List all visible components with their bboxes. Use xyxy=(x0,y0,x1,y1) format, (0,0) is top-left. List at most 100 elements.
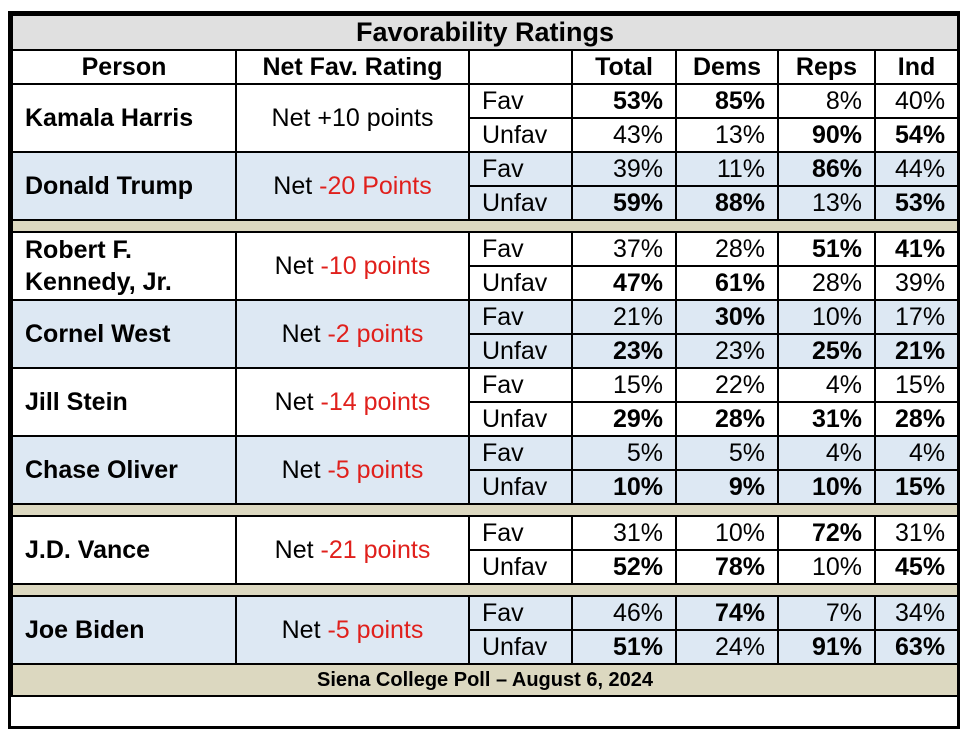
reps-unfav-cell: 13% xyxy=(777,185,876,221)
net-prefix: Net xyxy=(281,455,328,484)
person-unfav-row: Unfav 29% 28% 31% 28% xyxy=(12,401,960,437)
ind-unfav-cell: 54% xyxy=(873,117,960,153)
reps-fav-cell: 8% xyxy=(777,83,876,119)
fav-label: Fav xyxy=(468,83,573,119)
unfav-label: Unfav xyxy=(468,117,573,153)
person-unfav-row: Unfav 52% 78% 10% 45% xyxy=(12,549,960,585)
total-unfav-cell: 52% xyxy=(571,549,677,585)
reps-unfav-cell: 25% xyxy=(777,333,876,369)
dems-fav-cell: 85% xyxy=(675,83,779,119)
dems-fav-cell: 22% xyxy=(675,367,779,403)
fav-label: Fav xyxy=(468,231,573,267)
person-name: Donald Trump xyxy=(11,151,237,221)
reps-unfav-cell: 28% xyxy=(777,265,876,301)
dems-unfav-cell: 88% xyxy=(675,185,779,221)
total-unfav-cell: 51% xyxy=(571,629,677,665)
header-dems: Dems xyxy=(675,49,779,85)
person-unfav-row: Unfav 10% 9% 10% 15% xyxy=(12,469,960,505)
reps-unfav-cell: 90% xyxy=(777,117,876,153)
total-unfav-cell: 47% xyxy=(571,265,677,301)
ind-unfav-cell: 63% xyxy=(873,629,960,665)
unfav-label: Unfav xyxy=(468,549,573,585)
reps-fav-cell: 72% xyxy=(777,515,876,551)
net-fav-rating: Net -5 points xyxy=(235,595,470,665)
total-fav-cell: 5% xyxy=(571,435,677,471)
net-fav-rating: Net -21 points xyxy=(235,515,470,585)
net-prefix: Net xyxy=(274,251,321,280)
total-fav-cell: 39% xyxy=(571,151,677,187)
ind-unfav-cell: 39% xyxy=(873,265,960,301)
ind-unfav-cell: 45% xyxy=(873,549,960,585)
net-value: -10 points xyxy=(320,251,431,280)
header-ind: Ind xyxy=(873,49,960,85)
total-unfav-cell: 10% xyxy=(571,469,677,505)
net-prefix: Net xyxy=(274,387,321,416)
dems-fav-cell: 28% xyxy=(675,231,779,267)
fav-label: Fav xyxy=(468,299,573,335)
dems-unfav-cell: 28% xyxy=(675,401,779,437)
reps-fav-cell: 7% xyxy=(777,595,876,631)
dems-fav-cell: 11% xyxy=(675,151,779,187)
person-name: Kamala Harris xyxy=(11,83,237,153)
dems-fav-cell: 10% xyxy=(675,515,779,551)
total-fav-cell: 15% xyxy=(571,367,677,403)
person-unfav-row: Unfav 51% 24% 91% 63% xyxy=(12,629,960,665)
ind-unfav-cell: 15% xyxy=(873,469,960,505)
net-fav-rating: Net -5 points xyxy=(235,435,470,505)
total-fav-cell: 46% xyxy=(571,595,677,631)
net-fav-rating: Net -20 Points xyxy=(235,151,470,221)
reps-unfav-cell: 10% xyxy=(777,549,876,585)
net-prefix: Net xyxy=(281,319,328,348)
group-separator xyxy=(10,219,960,233)
fav-label: Fav xyxy=(468,435,573,471)
total-unfav-cell: 59% xyxy=(571,185,677,221)
person-fav-row: Chase Oliver Net -5 points Fav 5% 5% 4% 4% xyxy=(11,435,960,505)
net-prefix: Net xyxy=(273,171,320,200)
person-fav-row: Joe Biden Net -5 points Fav 46% 74% 7% 34% xyxy=(11,595,960,665)
person-fav-row: Jill Stein Net -14 points Fav 15% 22% 4% 15% xyxy=(11,367,960,437)
header-person: Person xyxy=(11,49,237,85)
group-separator-cell xyxy=(10,219,960,233)
total-fav-cell: 37% xyxy=(571,231,677,267)
unfav-label: Unfav xyxy=(468,185,573,221)
net-fav-rating: Net -2 points xyxy=(235,299,470,369)
unfav-label: Unfav xyxy=(468,469,573,505)
unfav-label: Unfav xyxy=(468,265,573,301)
total-fav-cell: 21% xyxy=(571,299,677,335)
person-unfav-row: Unfav 59% 88% 13% 53% xyxy=(12,185,960,221)
total-unfav-cell: 43% xyxy=(571,117,677,153)
dems-fav-cell: 30% xyxy=(675,299,779,335)
fav-label: Fav xyxy=(468,151,573,187)
net-value: -5 points xyxy=(327,455,424,484)
header-total: Total xyxy=(571,49,677,85)
net-value: -14 points xyxy=(320,387,431,416)
ind-fav-cell: 4% xyxy=(873,435,960,471)
reps-fav-cell: 10% xyxy=(777,299,876,335)
fav-label: Fav xyxy=(468,515,573,551)
reps-unfav-cell: 31% xyxy=(777,401,876,437)
ind-fav-cell: 41% xyxy=(873,231,960,267)
dems-unfav-cell: 9% xyxy=(675,469,779,505)
reps-fav-cell: 51% xyxy=(777,231,876,267)
total-fav-cell: 53% xyxy=(571,83,677,119)
header-reps: Reps xyxy=(777,49,876,85)
net-value: +10 points xyxy=(317,103,434,132)
dems-unfav-cell: 23% xyxy=(675,333,779,369)
favorability-table-frame: Favorability Ratings Person Net Fav. Rat… xyxy=(8,11,960,729)
net-value: -20 Points xyxy=(319,171,432,200)
person-fav-row: J.D. Vance Net -21 points Fav 31% 10% 72% 31% xyxy=(11,515,960,585)
person-fav-row: Cornel West Net -2 points Fav 21% 30% 10% 17% xyxy=(11,299,960,369)
net-value: -2 points xyxy=(327,319,424,348)
ind-unfav-cell: 28% xyxy=(873,401,960,437)
dems-unfav-cell: 78% xyxy=(675,549,779,585)
person-unfav-row: Unfav 23% 23% 25% 21% xyxy=(12,333,960,369)
header-row: Person Net Fav. Rating Total Dems Reps I… xyxy=(11,49,960,85)
fav-label: Fav xyxy=(468,595,573,631)
ind-fav-cell: 15% xyxy=(873,367,960,403)
ind-fav-cell: 17% xyxy=(873,299,960,335)
person-fav-row: Kamala Harris Net +10 points Fav 53% 85% 8% 40… xyxy=(11,83,960,153)
net-prefix: Net xyxy=(281,615,328,644)
person-name: Jill Stein xyxy=(11,367,237,437)
group-separator-cell xyxy=(10,583,960,597)
net-fav-rating: Net -14 points xyxy=(235,367,470,437)
